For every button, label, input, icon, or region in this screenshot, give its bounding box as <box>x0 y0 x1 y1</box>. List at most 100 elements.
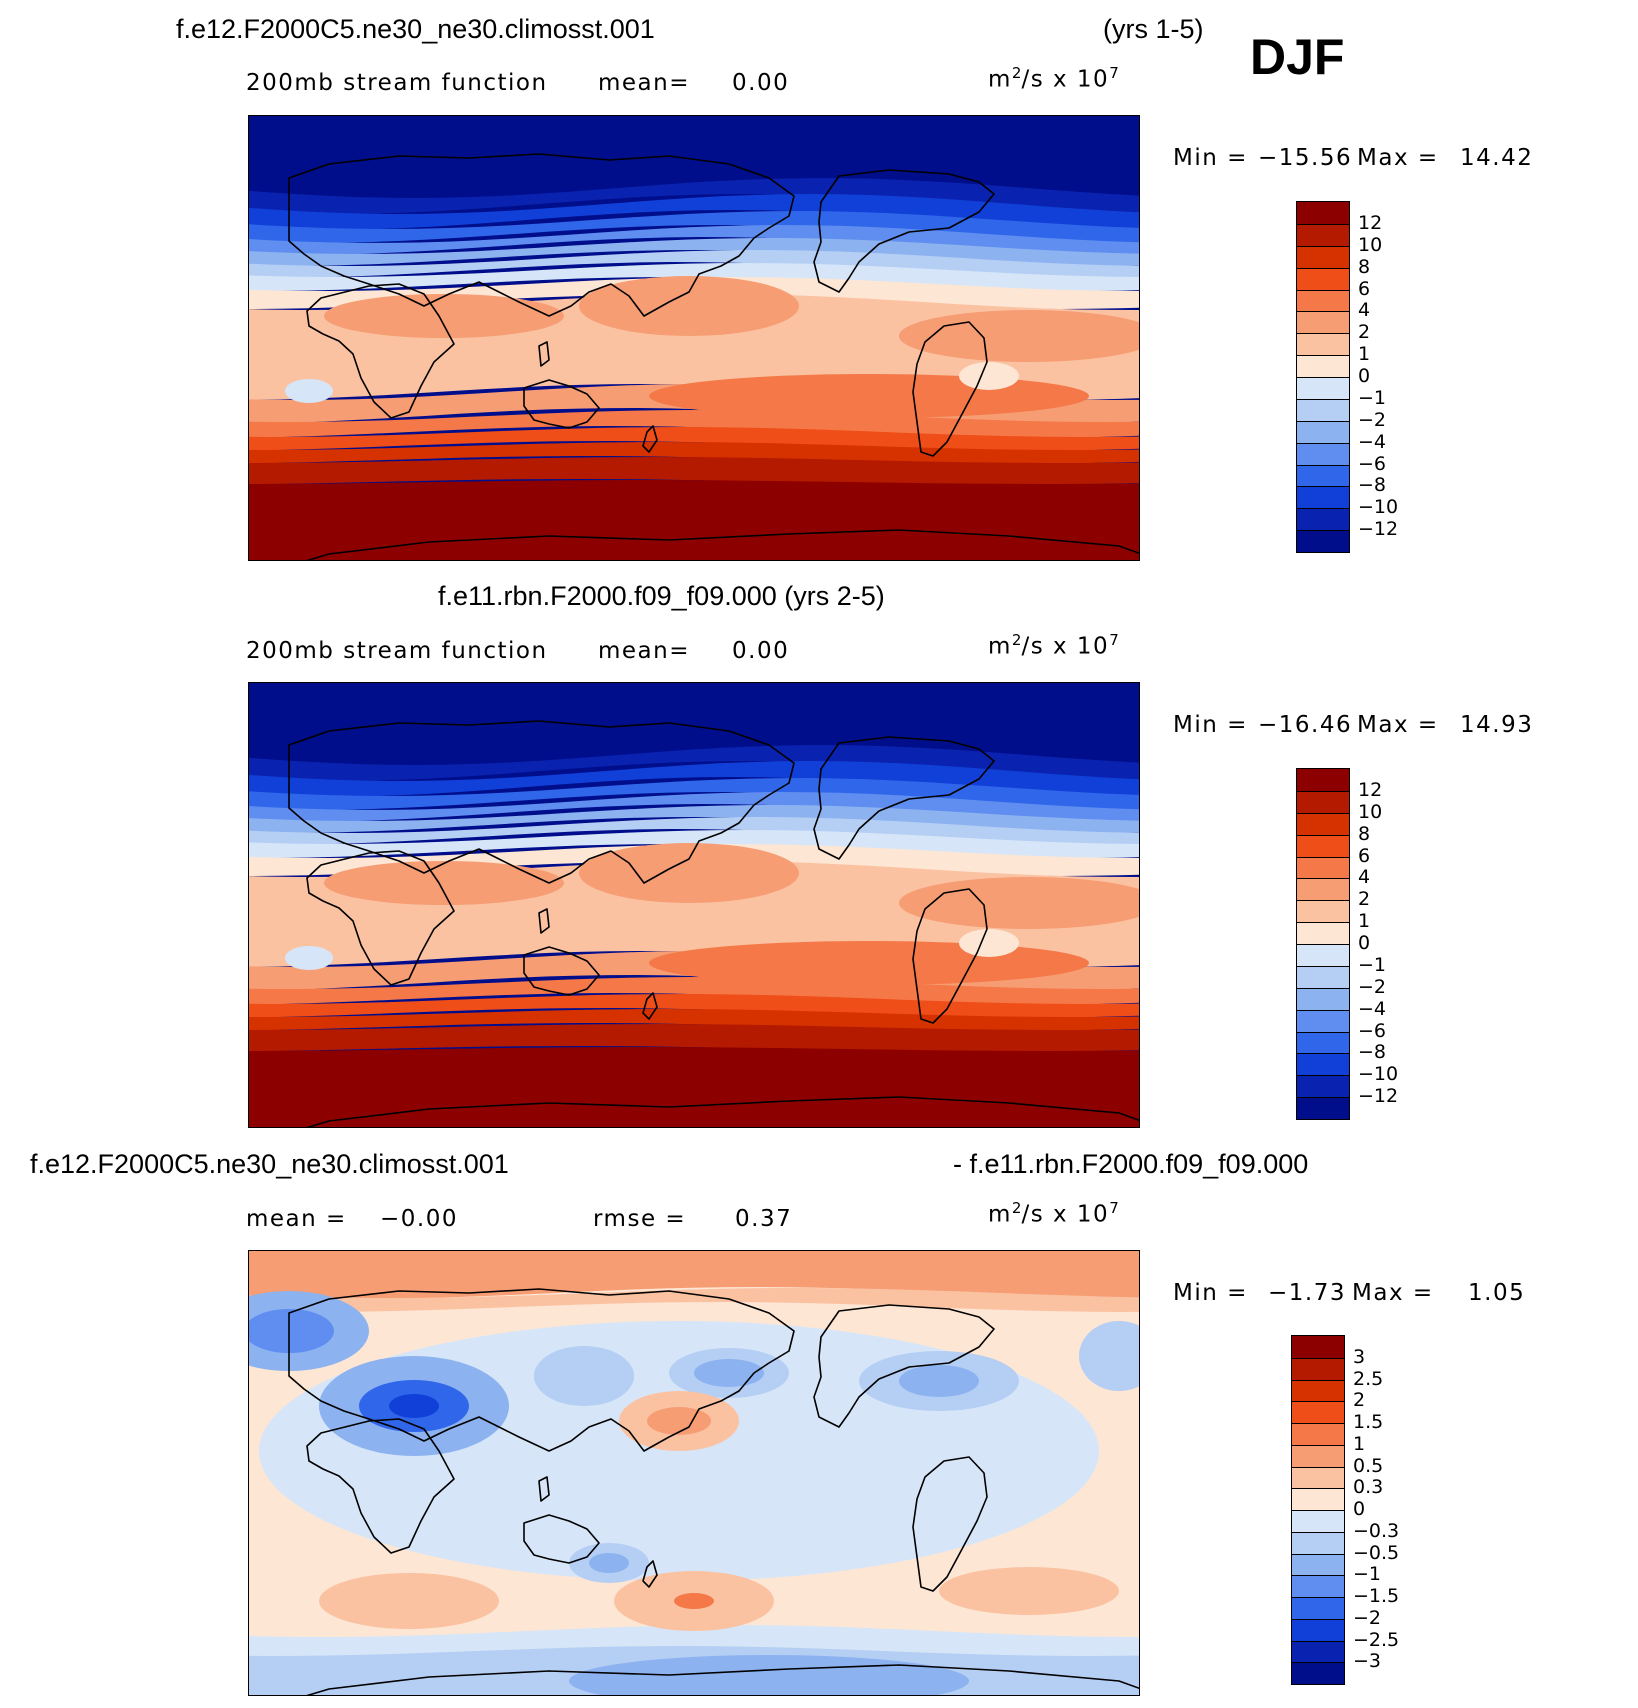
colorbar-tick-label: 0 <box>1358 932 1371 954</box>
coastline-2 <box>523 379 600 429</box>
colorbar-swatch <box>1297 1031 1349 1054</box>
colorbar-swatch <box>1297 878 1349 901</box>
panel3-title-left: f.e12.F2000C5.ne30_ne30.climosst.001 <box>30 1149 509 1179</box>
colorbar-swatch <box>1292 1336 1344 1358</box>
colorbar-swatch <box>1292 1640 1344 1663</box>
panel2-field-label: 200mb stream function <box>246 638 548 664</box>
field-band <box>249 1288 1139 1312</box>
colorbar-tick-label: 1.5 <box>1353 1411 1384 1433</box>
colorbar-swatch <box>1297 377 1349 399</box>
field-band <box>249 761 1139 797</box>
colorbar-swatch <box>1297 769 1349 791</box>
coastline-1 <box>306 850 455 986</box>
colorbar-swatch <box>1292 1488 1344 1510</box>
panel1-max-value: 14.42 <box>1460 145 1534 171</box>
colorbar-tick-label: 2 <box>1358 888 1371 911</box>
colorbar-swatch <box>1297 442 1349 465</box>
field-contour <box>674 1593 714 1609</box>
colorbar-tick-label: 0.5 <box>1353 1454 1384 1477</box>
panel1-stat-label: mean= <box>598 70 690 96</box>
field-contour <box>589 1553 629 1573</box>
coastline-4 <box>912 1456 988 1592</box>
coastline-7 <box>642 992 658 1020</box>
coastline-1 <box>306 283 455 419</box>
coastline-3 <box>813 169 995 293</box>
field-band <box>249 211 1139 243</box>
coastline-6 <box>538 908 550 934</box>
coastline-3 <box>813 1304 995 1428</box>
colorbar-tick-label: −8 <box>1358 474 1387 497</box>
colorbar-swatch <box>1292 1553 1344 1576</box>
colorbar-tick-label: −8 <box>1358 1041 1387 1064</box>
colorbar-tick-label: 4 <box>1358 866 1371 889</box>
colorbar-swatch <box>1297 355 1349 377</box>
colorbar-swatch <box>1292 1510 1344 1532</box>
colorbar-tick-label: 0.3 <box>1353 1476 1384 1499</box>
panel3-title-right: - f.e11.rbn.F2000.f09_f09.000 <box>953 1149 1309 1179</box>
colorbar-swatch <box>1297 900 1349 923</box>
colorbar-swatch <box>1292 1357 1344 1380</box>
field-contour <box>569 1655 969 1695</box>
colorbar-swatch <box>1297 398 1349 421</box>
coastline-3 <box>813 736 995 860</box>
colorbar-tick-label: 2 <box>1358 321 1371 344</box>
colorbar-swatch <box>1297 1075 1349 1098</box>
colorbar-tick-label: 12 <box>1358 778 1383 801</box>
panel1-field-label: 200mb stream function <box>246 70 548 96</box>
coastline-0 <box>288 1288 795 1452</box>
colorbar-tick-label: −4 <box>1358 997 1387 1020</box>
field-contour <box>959 362 1019 390</box>
colorbar-swatch <box>1292 1423 1344 1445</box>
panel2-min-value: −16.46 <box>1258 712 1353 738</box>
panel3-rmse-value: 0.37 <box>735 1206 793 1232</box>
panel1-stat-value: 0.00 <box>732 70 790 96</box>
field-contour <box>324 294 564 338</box>
field-contour <box>899 1365 979 1397</box>
field-contour <box>1079 1321 1139 1391</box>
field-band <box>249 1024 1139 1052</box>
colorbar-tick-label: −2 <box>1358 975 1387 998</box>
panel2-stat-label: mean= <box>598 638 690 664</box>
colorbar-swatch <box>1292 1466 1344 1489</box>
coastline-0 <box>288 720 795 884</box>
colorbar-swatch <box>1292 1575 1344 1597</box>
colorbar-tick-label: −1 <box>1353 1563 1382 1586</box>
field-band <box>249 1251 1139 1299</box>
colorbar-swatch <box>1297 965 1349 988</box>
panel3-mean-value: −0.00 <box>380 1206 458 1232</box>
coastline-6 <box>538 1476 550 1502</box>
coastline-0 <box>288 153 795 317</box>
panel1-units: m2/s x 107 <box>988 64 1119 93</box>
panel3-map <box>248 1250 1140 1696</box>
colorbar-swatch <box>1292 1531 1344 1554</box>
colorbar-swatch <box>1297 922 1349 944</box>
field-contour <box>649 941 1089 985</box>
colorbar-tick-label: −2 <box>1353 1606 1382 1629</box>
colorbar-tick-label: 8 <box>1358 822 1371 845</box>
panel2-max-value: 14.93 <box>1460 712 1534 738</box>
panel1-max-label: Max = <box>1357 145 1439 171</box>
panel1-min-label: Min = <box>1173 145 1248 171</box>
field-contour <box>285 946 333 970</box>
field-band <box>249 480 1139 560</box>
field-contour <box>579 843 799 903</box>
colorbar-tick-label: −12 <box>1358 1085 1399 1108</box>
field-contour <box>389 1394 439 1418</box>
colorbar-tick-label: −2 <box>1358 408 1387 431</box>
field-band <box>249 427 1139 451</box>
coastline-5 <box>306 529 1139 560</box>
colorbar-tick-label: 1 <box>1358 910 1371 933</box>
colorbar-swatch <box>1297 289 1349 312</box>
colorbar-swatch <box>1297 464 1349 487</box>
field-contour <box>249 1309 334 1353</box>
coastline-7 <box>642 425 658 453</box>
field-band <box>249 225 1139 255</box>
field-contour <box>939 1567 1119 1615</box>
coastline-4 <box>912 888 988 1024</box>
colorbar-swatch <box>1292 1444 1344 1467</box>
field-contour <box>319 1573 499 1629</box>
colorbar-tick-label: −1 <box>1358 386 1387 409</box>
colorbar-swatch <box>1297 486 1349 509</box>
colorbar-swatch <box>1297 1053 1349 1076</box>
colorbar-swatch <box>1297 223 1349 246</box>
